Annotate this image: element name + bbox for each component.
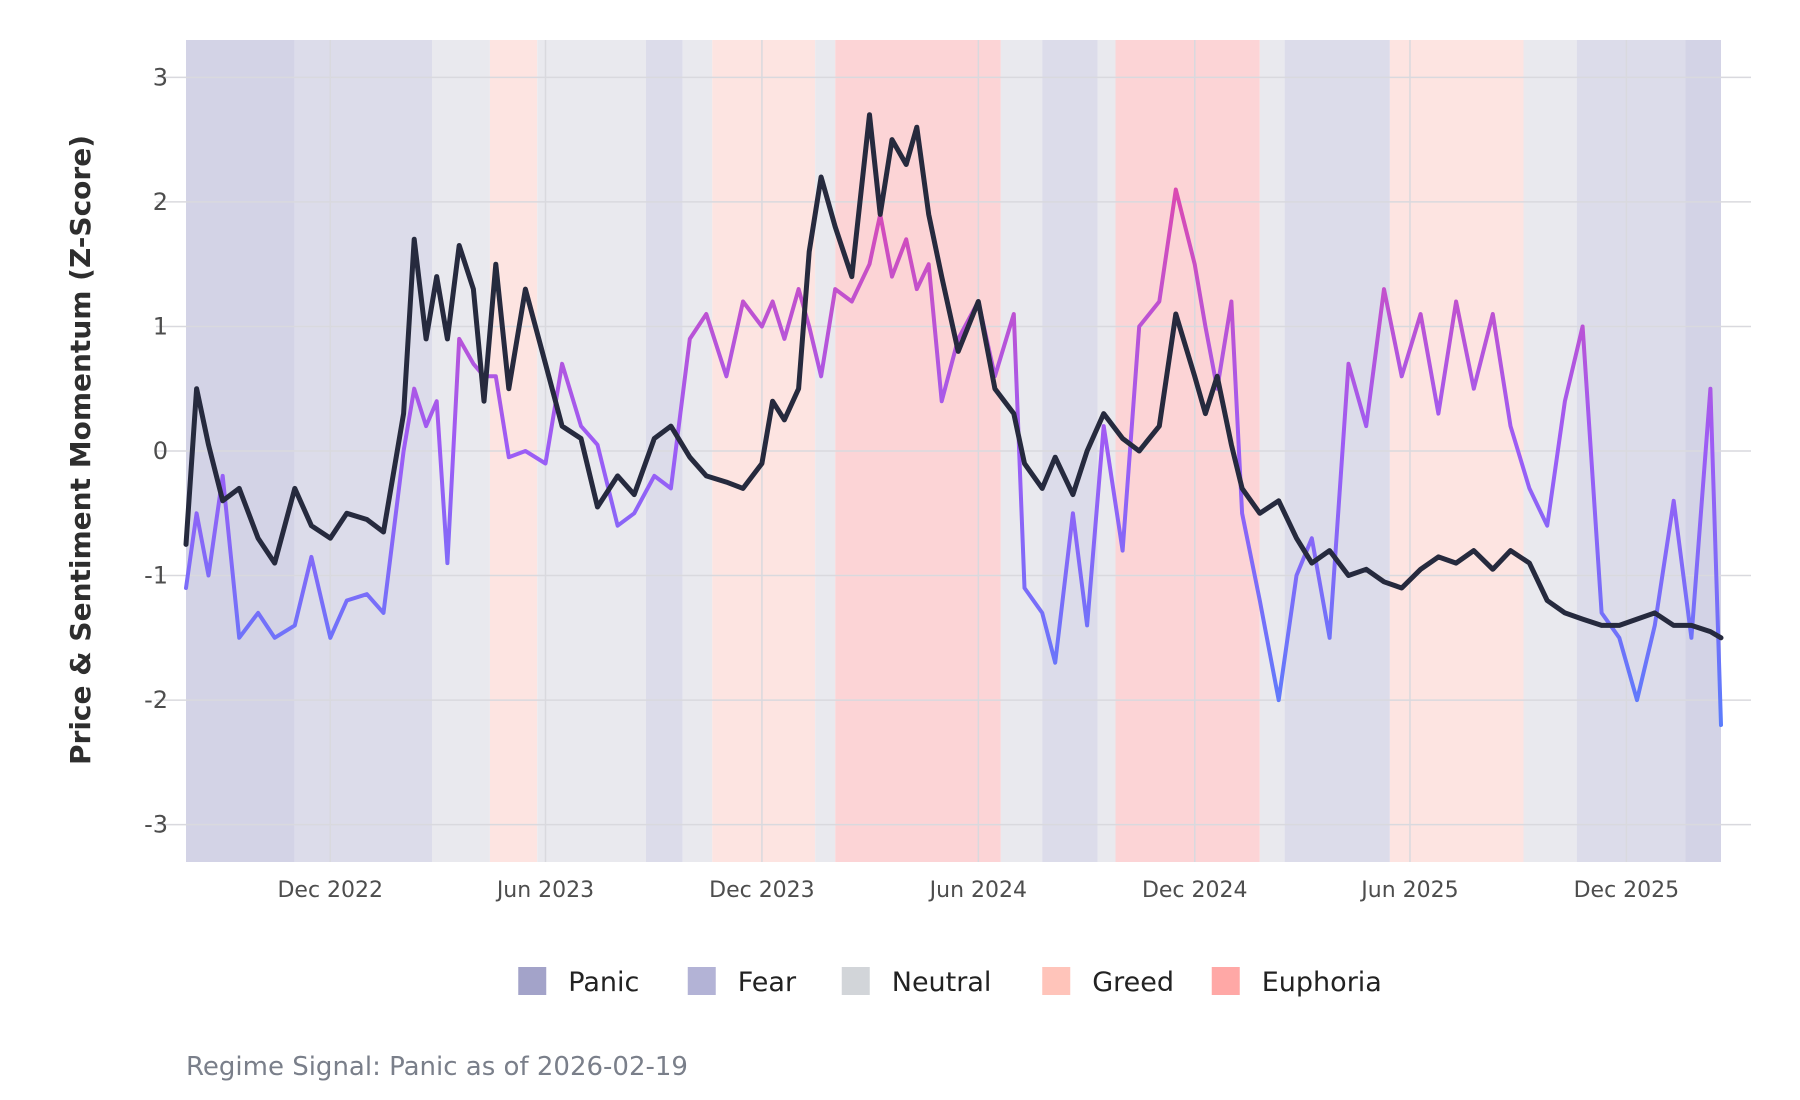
- x-tick-label: Jun 2024: [928, 878, 1027, 903]
- y-axis-ticks: -3 -2 -1 0 1 2 3: [144, 63, 168, 838]
- legend-swatch-euphoria: [1211, 967, 1240, 995]
- price-momentum-line: [183, 112, 1724, 641]
- x-tick-label: Dec 2022: [277, 878, 383, 903]
- x-tick-label: Dec 2023: [709, 878, 815, 903]
- y-tick-label: 0: [153, 437, 168, 465]
- series-lines: [183, 112, 1724, 727]
- legend-label-panic: Panic: [568, 967, 639, 998]
- y-tick-label: 1: [153, 312, 168, 340]
- y-tick-label: -1: [144, 562, 168, 590]
- x-axis-ticks: Dec 2022 Jun 2023 Dec 2023 Jun 2024 Dec 2024…: [277, 878, 1679, 903]
- legend-label-greed: Greed: [1092, 967, 1174, 998]
- y-tick-label: -2: [144, 686, 168, 714]
- y-axis-label: Price & Sentiment Momentum (Z-Score): [64, 135, 97, 765]
- regime-caption: Regime Signal: Panic as of 2026-02-19: [186, 1052, 688, 1082]
- x-tick-label: Jun 2023: [495, 878, 594, 903]
- legend-swatch-neutral: [841, 967, 870, 995]
- y-tick-label: 2: [153, 188, 168, 216]
- x-tick-label: Jun 2025: [1359, 878, 1458, 903]
- x-tick-label: Dec 2025: [1574, 878, 1680, 903]
- sentiment-momentum-line: [184, 187, 1723, 727]
- legend-label-euphoria: Euphoria: [1262, 967, 1382, 998]
- legend-swatch-panic: [518, 967, 547, 995]
- legend-swatch-fear: [687, 967, 716, 995]
- legend: Panic Fear Neutral Greed Euphoria: [518, 967, 1382, 998]
- y-tick-label: 3: [153, 63, 168, 91]
- y-tick-label: -3: [144, 811, 168, 839]
- legend-label-neutral: Neutral: [892, 967, 992, 998]
- legend-label-fear: Fear: [738, 967, 797, 998]
- x-tick-label: Dec 2024: [1142, 878, 1248, 903]
- legend-swatch-greed: [1042, 967, 1071, 995]
